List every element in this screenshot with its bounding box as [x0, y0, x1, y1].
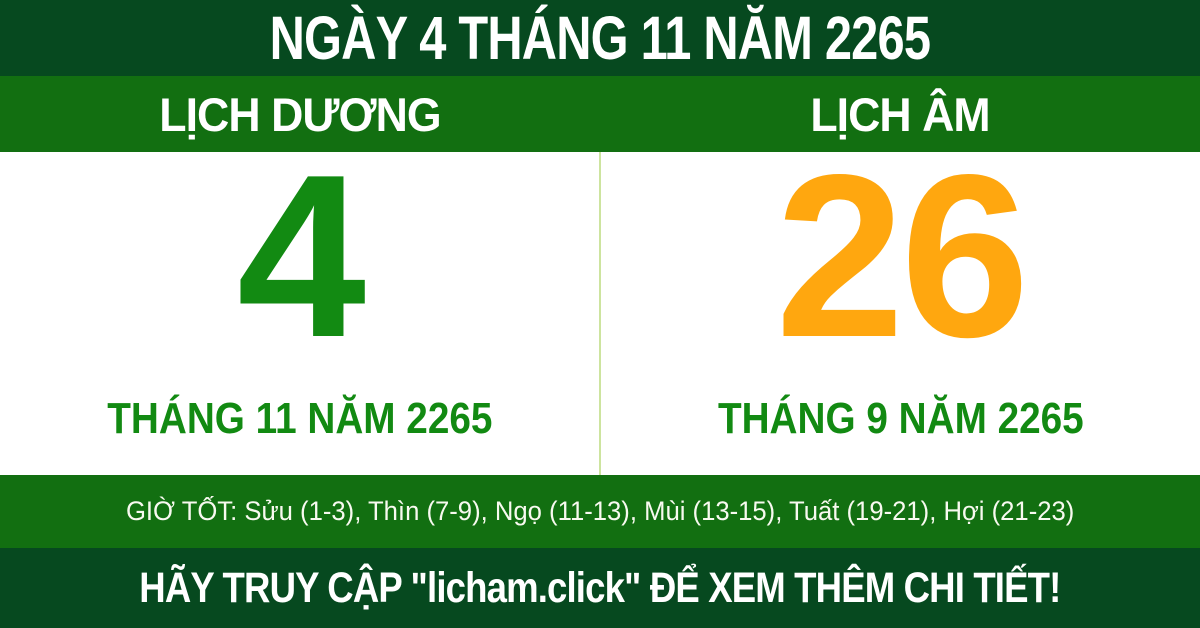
lunar-calendar-label: LỊCH ÂM	[810, 87, 990, 141]
lunar-month-year: THÁNG 9 NĂM 2265	[717, 394, 1084, 443]
panel-divider	[599, 152, 601, 475]
footer-cta-text: HÃY TRUY CẬP "licham.click" ĐỂ XEM THÊM …	[139, 563, 1061, 612]
solar-month-year: THÁNG 11 NĂM 2265	[106, 394, 493, 443]
solar-day-number: 4	[236, 127, 366, 386]
calendar-panels: 4 THÁNG 11 NĂM 2265 26 THÁNG 9 NĂM 2265	[0, 141, 1200, 475]
lunar-panel: 26 THÁNG 9 NĂM 2265	[601, 141, 1200, 475]
solar-calendar-label: LỊCH DƯƠNG	[159, 87, 441, 141]
date-header: NGÀY 4 THÁNG 11 NĂM 2265	[0, 0, 1200, 76]
good-hours-bar: GIỜ TỐT: Sửu (1-3), Thìn (7-9), Ngọ (11-…	[0, 475, 1200, 548]
date-header-title: NGÀY 4 THÁNG 11 NĂM 2265	[269, 3, 931, 72]
lunar-day-number: 26	[775, 127, 1029, 386]
footer-cta-bar: HÃY TRUY CẬP "licham.click" ĐỂ XEM THÊM …	[0, 548, 1200, 628]
solar-panel: 4 THÁNG 11 NĂM 2265	[0, 141, 599, 475]
calendar-type-header: LỊCH DƯƠNG LỊCH ÂM	[0, 76, 1200, 152]
good-hours-text: GIỜ TỐT: Sửu (1-3), Thìn (7-9), Ngọ (11-…	[125, 496, 1075, 526]
